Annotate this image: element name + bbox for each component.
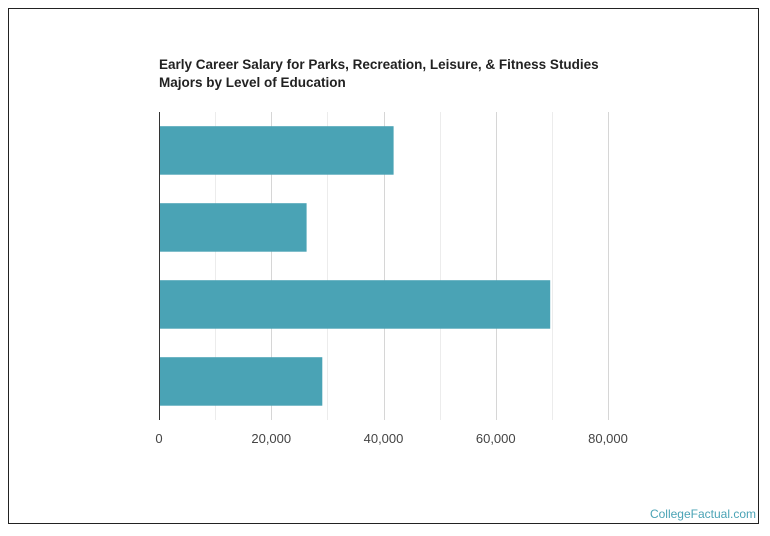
- chart-title-line-1: Early Career Salary for Parks, Recreatio…: [159, 57, 599, 72]
- watermark: CollegeFactual.com: [649, 507, 756, 521]
- chart-frame: [8, 8, 759, 524]
- chart-title-line-2: Majors by Level of Education: [159, 75, 346, 90]
- bar-3: [159, 280, 551, 329]
- x-tick-label: 80,000: [588, 431, 628, 446]
- x-tick-label: 20,000: [251, 431, 291, 446]
- x-tick-label: 0: [155, 431, 162, 446]
- chart-title: Early Career Salary for Parks, Recreatio…: [159, 56, 629, 92]
- x-tick-label: 40,000: [364, 431, 404, 446]
- bar-2: [159, 203, 307, 252]
- x-tick-label: 60,000: [476, 431, 516, 446]
- bar-1: [159, 126, 394, 175]
- bar-4: [159, 357, 323, 406]
